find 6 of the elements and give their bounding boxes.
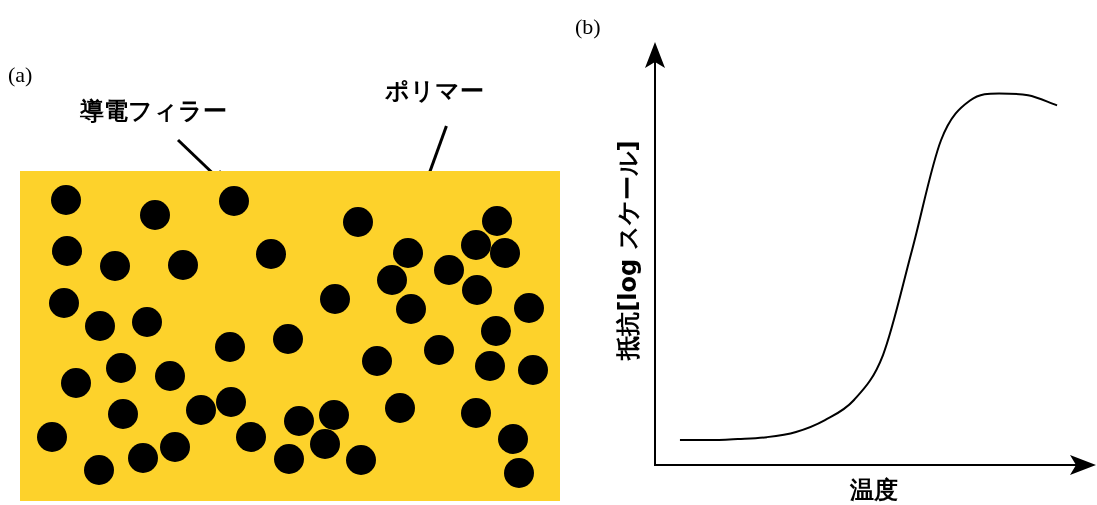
text: ポリマー [385,76,484,107]
chart-title: (b) [575,14,601,40]
text: 導電フィラー [80,96,227,127]
text: (a) [8,62,33,88]
y-axis-title: 抵抗[log スケール] [613,140,643,360]
x-axis-title: 温度 [850,475,898,505]
